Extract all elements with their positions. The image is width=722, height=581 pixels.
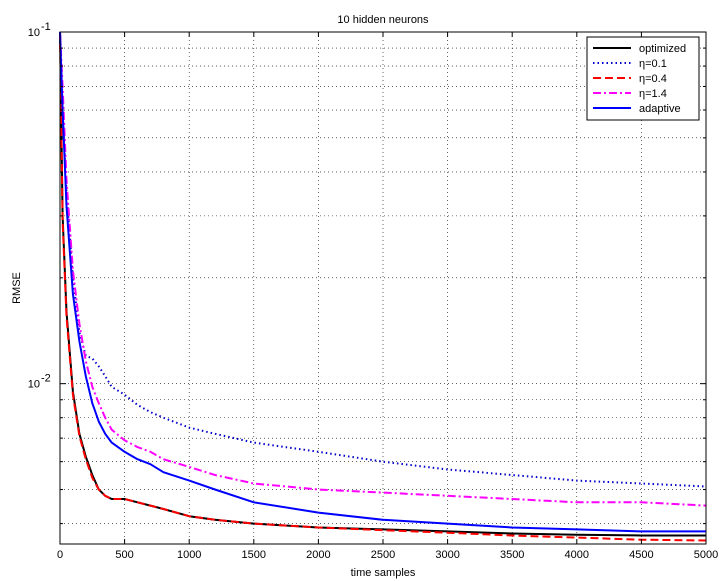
axis-ticks	[59, 31, 707, 544]
series-layer	[59, 31, 707, 542]
y-tick-label-exponent: -2	[41, 373, 51, 385]
x-tick-label: 3500	[500, 549, 524, 561]
series-line-η=0.1	[59, 31, 707, 488]
y-tick-labels: 10-210-1	[28, 21, 51, 391]
x-tick-label: 2000	[306, 549, 330, 561]
legend-label: optimized	[639, 43, 686, 55]
legend-label: η=0.4	[639, 73, 667, 85]
grid	[60, 32, 706, 544]
series-line-η=0.4	[59, 31, 707, 542]
chart-title: 10 hidden neurons	[337, 14, 429, 26]
legend-label: η=0.1	[639, 58, 667, 70]
y-tick-label-exponent: -1	[41, 21, 51, 33]
x-tick-label: 0	[57, 549, 63, 561]
x-tick-labels: 0 500 1000 1500 2000 2500 3000 3500 4000 4500 5000	[57, 549, 718, 561]
x-tick-label: 1500	[242, 549, 266, 561]
x-tick-label: 4000	[565, 549, 589, 561]
y-tick-label: 10	[28, 27, 40, 39]
legend-label: η=1.4	[639, 88, 667, 100]
y-axis-label: RMSE	[11, 272, 23, 304]
x-tick-label: 5000	[694, 549, 718, 561]
x-tick-label: 500	[115, 549, 133, 561]
x-axis-label: time samples	[351, 567, 416, 579]
x-tick-label: 1000	[177, 549, 201, 561]
y-tick-label: 10	[28, 379, 40, 391]
x-tick-label: 4500	[629, 549, 653, 561]
x-tick-label: 3000	[435, 549, 459, 561]
x-tick-label: 2500	[371, 549, 395, 561]
series-line-η=1.4	[59, 31, 707, 507]
legend-label: adaptive	[639, 103, 681, 115]
legend: optimized η=0.1 η=0.4 η=1.4 adaptive	[586, 36, 700, 121]
series-line-adaptive	[59, 31, 706, 533]
